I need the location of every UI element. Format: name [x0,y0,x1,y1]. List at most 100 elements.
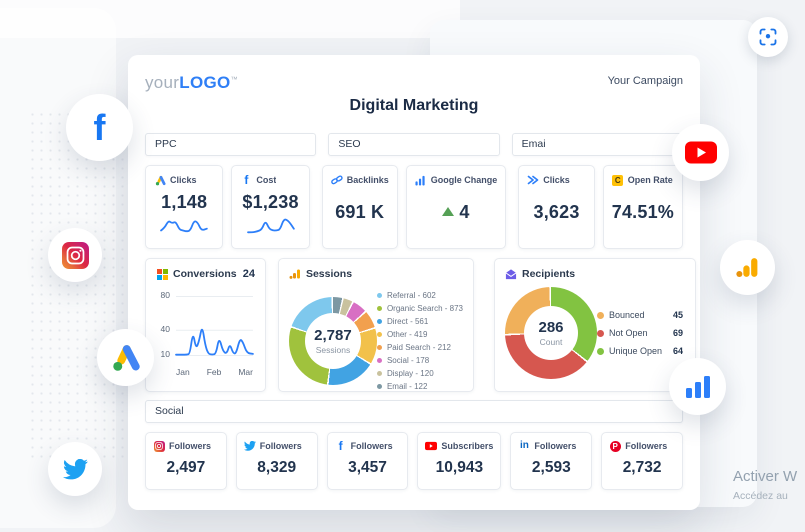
social-value: 2,732 [622,459,662,476]
social-value: 2,497 [166,459,206,476]
metrics-row: Clicks 1,148 f Cost $1,238 [145,165,683,249]
chart-title: Conversions [173,268,237,280]
charts-row: Conversions 24 80 40 10 Jan [145,258,696,395]
up-arrow-icon [442,207,455,216]
social-card-facebook: f Followers 3,457 [326,432,409,490]
section-header-seo: SEO [328,133,500,156]
social-label: Subscribers [441,441,494,451]
microsoft-icon [156,268,168,280]
conversions-card: Conversions 24 80 40 10 Jan [145,258,266,392]
donut-center-value: 2,787 [314,327,352,344]
section-header-email: Emai [511,133,683,156]
bar-chart-icon [685,375,710,398]
conversions-current-value: 24 [242,268,255,280]
social-card-linkedin: in Followers 2,593 [510,432,593,490]
social-label: Followers [534,441,577,451]
legend-item: Referral - 602 [376,291,463,300]
pinterest-icon: P [609,440,621,452]
legend-item: Paid Search - 212 [376,343,463,352]
metric-label: Open Rate [627,175,673,185]
analytics-float-badge [720,240,775,295]
legend-item: Social - 178 [376,356,463,365]
legend-item: Other - 419 [376,330,463,339]
analytics-bars-icon [736,258,758,277]
background-dot-pattern [28,110,146,460]
donut-center-value: 286 [538,319,564,336]
social-header-row: Social [145,400,683,423]
social-label: Followers [625,441,668,451]
y-tick: 10 [160,349,170,359]
twitter-float-badge [48,442,102,496]
social-card-twitter: Followers 8,329 [235,432,318,490]
dashboard-header: yourLOGO™ Your Campaign [145,73,683,95]
chart-title: Sessions [305,268,353,280]
metric-card-email-clicks: Clicks 3,623 [518,165,595,249]
metric-value: 691 K [335,202,385,222]
google-ads-icon [113,345,140,371]
backlink-icon [330,174,343,186]
activation-title: Activer W [733,468,798,485]
facebook-float-badge: f [66,94,133,161]
logo-main: LOGO [179,73,231,92]
activation-subtitle: Accédez au [733,490,788,502]
clicks-sparkline [161,217,207,235]
chart-float-badge [669,358,726,415]
social-label: Followers [169,441,212,451]
sessions-card: Sessions 2,787 Sessions Referral - 602 Or… [277,258,474,395]
social-card-instagram: Followers 2,497 [145,432,227,490]
dashboard-card: yourLOGO™ Your Campaign Digital Marketin… [128,55,700,510]
send-icon [527,174,539,186]
social-row: Followers 2,497 Followers 8,329 f Follow… [145,432,683,490]
open-rate-icon: C [612,174,624,186]
section-header-social: Social [145,400,683,423]
metric-value: 1,148 [161,192,208,212]
social-value: 10,943 [435,459,484,476]
metric-value: 74.51% [611,202,674,222]
metric-card-email-open-rate: C Open Rate 74.51% [602,165,683,249]
y-tick: 40 [160,324,170,334]
x-tick: Feb [206,367,222,377]
cost-sparkline [248,217,294,235]
metric-label: Google Change [430,175,498,185]
social-card-youtube: Subscribers 10,943 [417,432,502,490]
page-title: Digital Marketing [349,97,479,114]
instagram-icon [153,440,165,452]
metric-card-ppc-clicks: Clicks 1,148 [145,165,224,249]
x-tick: Jan [176,367,190,377]
facebook-icon: f [93,106,106,148]
twitter-icon [62,458,88,479]
youtube-icon [425,440,438,452]
logo-trademark: ™ [230,76,238,84]
metric-value: 4 [459,202,470,222]
legend-item: Email - 122 [376,382,463,391]
facebook-icon: f [244,173,249,187]
google-ads-float-badge [97,329,154,386]
windows-activation-watermark: Activer W Accédez au [733,468,805,502]
metric-label: Clicks [170,175,197,185]
sessions-donut-chart: 2,787 Sessions [288,297,377,385]
social-label: Followers [259,441,302,451]
facebook-icon: f [338,439,343,453]
section-header-ppc: PPC [145,133,317,156]
youtube-icon [684,141,717,164]
legend-item: Unique Open 64 [597,346,683,356]
instagram-float-badge [48,228,102,282]
google-ads-icon [154,174,166,186]
metric-label: Cost [256,175,277,185]
social-value: 8,329 [257,459,297,476]
instagram-icon [61,241,89,269]
conversions-line-chart: 80 40 10 [156,288,255,364]
linkedin-icon: in [519,440,529,451]
recipients-donut-chart: 286 Count [505,287,597,379]
twitter-icon [243,440,256,452]
x-tick: Mar [238,367,253,377]
recipients-legend: Bounced 45 Not Open 69 Unique Open 64 [597,302,683,364]
analytics-bars-icon [289,268,301,280]
metric-card-seo-google-change: Google Change 4 [405,165,507,249]
sessions-legend: Referral - 602 Organic Search - 873 Direct… [376,287,463,395]
social-value: 2,593 [531,459,571,476]
donut-center-label: Count [539,337,563,347]
section-header-row: PPC SEO Emai [145,133,683,156]
mail-icon [505,268,517,280]
screenshot-tool-button[interactable] [748,17,788,57]
